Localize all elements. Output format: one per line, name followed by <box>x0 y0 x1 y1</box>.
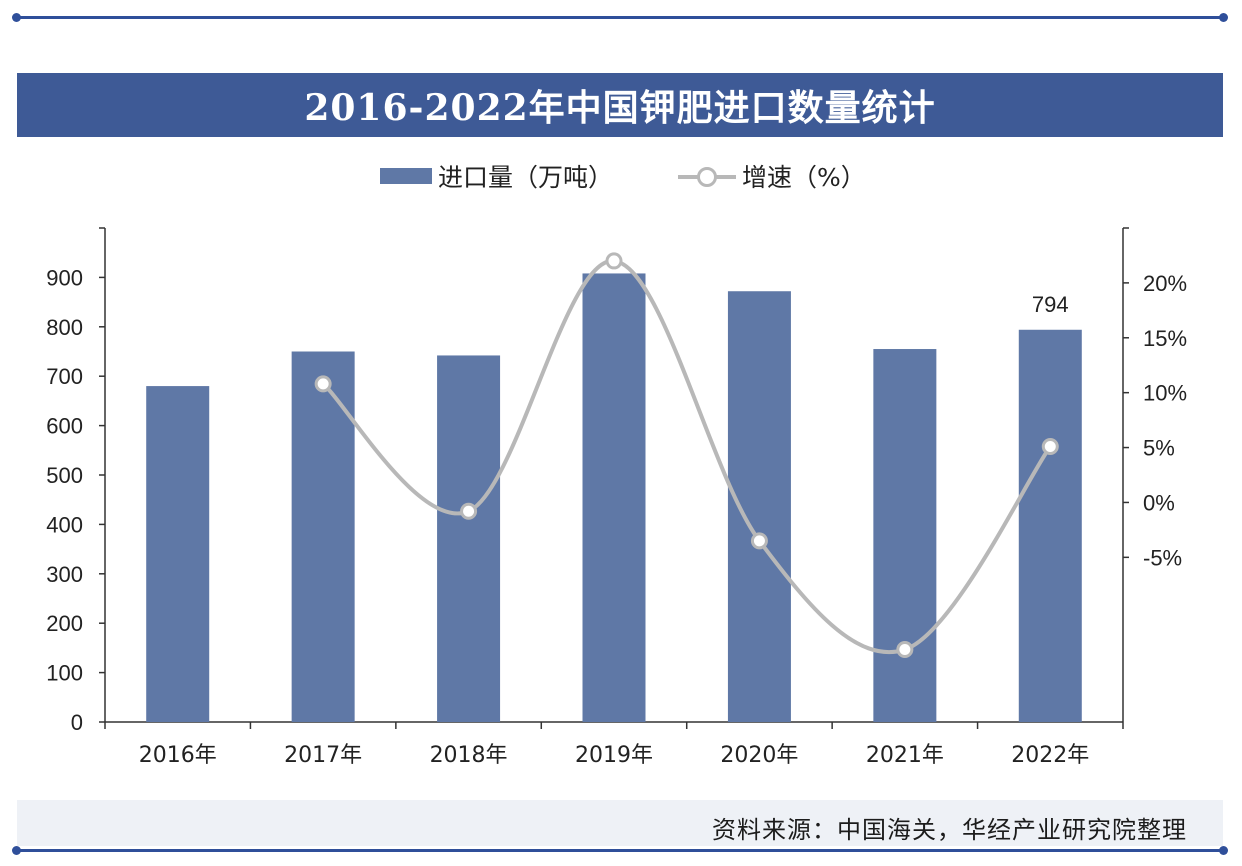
bar <box>437 355 501 722</box>
left-tick-label: 700 <box>46 364 83 389</box>
bar-data-label: 794 <box>1032 292 1069 317</box>
right-tick-label: 5% <box>1143 436 1175 461</box>
left-tick-label: 200 <box>46 611 83 636</box>
growth-point <box>1041 437 1059 455</box>
legend-bar-swatch <box>380 168 432 184</box>
bar <box>1018 329 1082 722</box>
growth-point <box>896 641 914 659</box>
right-tick-label: -5% <box>1143 545 1182 570</box>
title-bar: 2016-2022年中国钾肥进口数量统计 <box>17 73 1223 137</box>
bar <box>146 386 210 722</box>
bar <box>291 351 355 722</box>
left-tick-label: 100 <box>46 661 83 686</box>
source-note: 资料来源：中国海关，华经产业研究院整理 <box>712 816 1187 844</box>
x-tick-label: 2016年 <box>139 743 217 768</box>
right-tick-label: 0% <box>1143 490 1175 515</box>
bar <box>873 349 937 722</box>
chart-title: 2016-2022年中国钾肥进口数量统计 <box>304 87 936 129</box>
right-tick-label: 20% <box>1143 271 1187 296</box>
x-tick-label: 2022年 <box>1011 743 1089 768</box>
x-tick-label: 2017年 <box>284 743 362 768</box>
x-tick-label: 2020年 <box>720 743 798 768</box>
left-tick-label: 0 <box>71 710 83 735</box>
growth-point <box>750 532 768 550</box>
left-tick-label: 900 <box>46 265 83 290</box>
bottom-divider <box>12 846 1228 855</box>
legend-line-label: 增速（%） <box>742 163 866 192</box>
right-tick-label: 15% <box>1143 326 1187 351</box>
x-tick-label: 2018年 <box>430 743 508 768</box>
left-tick-label: 500 <box>46 463 83 488</box>
growth-line <box>321 258 1052 654</box>
growth-point <box>460 502 478 520</box>
right-tick-label: 10% <box>1143 381 1187 406</box>
left-tick-label: 600 <box>46 414 83 439</box>
left-tick-label: 800 <box>46 315 83 340</box>
x-tick-label: 2021年 <box>866 743 944 768</box>
legend-line-marker <box>697 167 717 187</box>
left-tick-label: 300 <box>46 562 83 587</box>
top-divider <box>12 13 1228 22</box>
growth-point <box>314 375 332 393</box>
source-band: 资料来源：中国海关，华经产业研究院整理 <box>17 800 1223 846</box>
x-tick-label: 2019年 <box>575 743 653 768</box>
legend: 进口量（万吨） 增速（%） <box>0 152 1242 196</box>
left-tick-label: 400 <box>46 512 83 537</box>
bar <box>582 273 646 722</box>
growth-point <box>605 252 623 270</box>
legend-bar-label: 进口量（万吨） <box>438 163 614 192</box>
